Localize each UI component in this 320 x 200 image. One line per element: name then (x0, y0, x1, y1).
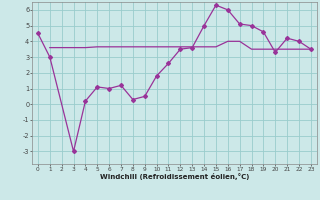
X-axis label: Windchill (Refroidissement éolien,°C): Windchill (Refroidissement éolien,°C) (100, 173, 249, 180)
